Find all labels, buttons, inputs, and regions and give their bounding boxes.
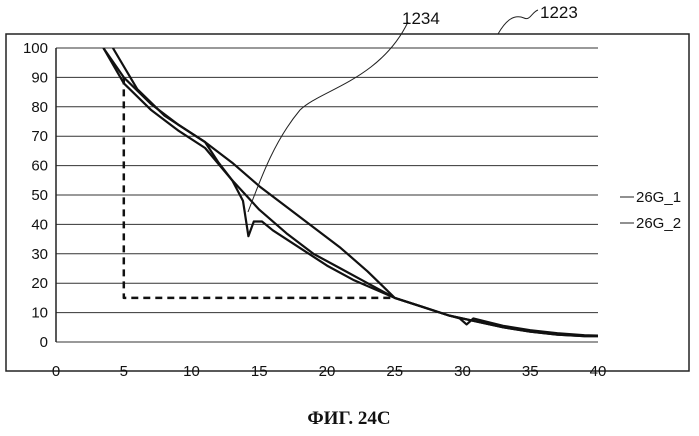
- figure-caption: ФИГ. 24C: [307, 408, 390, 429]
- x-tick-label: 25: [386, 363, 403, 380]
- y-tick-label: 90: [31, 69, 48, 86]
- y-tick-label: 70: [31, 128, 48, 145]
- series-line-26G_1: [103, 48, 611, 336]
- x-tick-label: 35: [522, 363, 539, 380]
- y-tick-label: 10: [31, 305, 48, 322]
- legend-label: 26G_2: [636, 215, 681, 232]
- y-tick-label: 40: [31, 216, 48, 233]
- callout-leader: [248, 22, 408, 212]
- dashed-reference-line: [124, 77, 395, 298]
- x-tick-label: 20: [319, 363, 336, 380]
- x-tick-label: 5: [120, 363, 128, 380]
- y-tick-label: 80: [31, 99, 48, 116]
- frame-label: 1223: [540, 3, 578, 22]
- series-line-unnamed-2: [103, 48, 611, 336]
- y-tick-label: 100: [23, 40, 48, 57]
- frame-label-leader: [498, 10, 538, 34]
- plot-area: 0 10 20 30 40 50 60 70 80 90 100 0 5 10 15 20 25 30 35 40 26…: [23, 40, 681, 380]
- x-tick-label: 0: [52, 363, 60, 380]
- y-tick-label: 20: [31, 275, 48, 292]
- y-tick-label: 0: [40, 334, 48, 351]
- x-tick-label: 30: [454, 363, 471, 380]
- y-tick-label: 50: [31, 187, 48, 204]
- x-tick-label: 15: [251, 363, 268, 380]
- callout-label: 1234: [402, 9, 440, 28]
- x-tick-label: 10: [183, 363, 200, 380]
- series-line-26G_2: [113, 48, 612, 336]
- y-tick-label: 60: [31, 158, 48, 175]
- legend-label: 26G_1: [636, 189, 681, 206]
- y-tick-label: 30: [31, 246, 48, 263]
- x-tick-label: 40: [590, 363, 607, 380]
- chart-frame: [6, 34, 689, 371]
